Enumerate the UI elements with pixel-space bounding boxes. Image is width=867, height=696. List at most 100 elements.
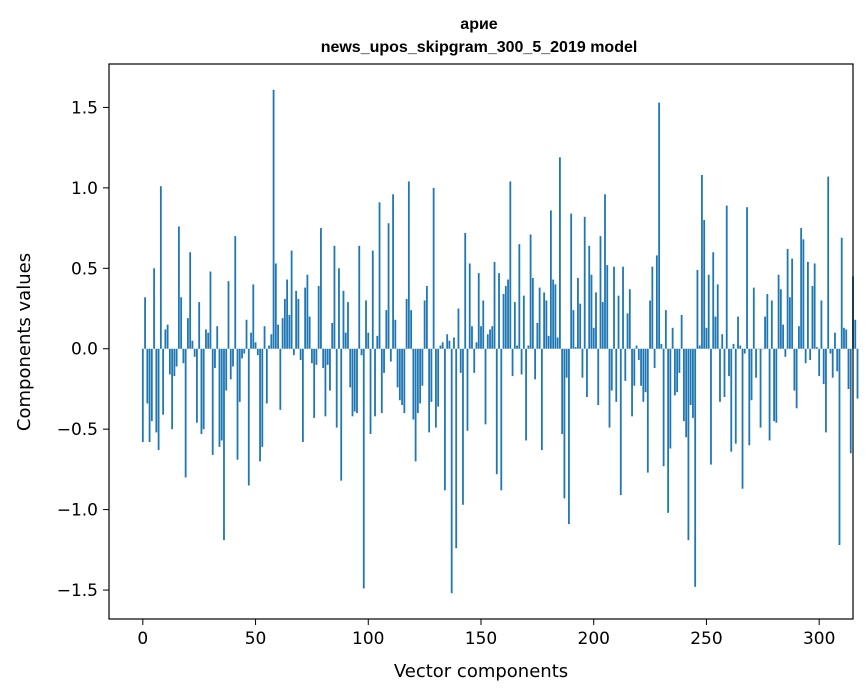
- bar: [168, 348, 171, 375]
- bar: [613, 266, 615, 349]
- bar: [279, 348, 282, 410]
- bar: [153, 268, 155, 349]
- bar: [586, 348, 588, 397]
- bar: [642, 348, 645, 402]
- bar: [640, 348, 642, 386]
- bar: [624, 348, 627, 381]
- bar: [430, 348, 433, 402]
- bar: [453, 337, 455, 349]
- y-tick-label: −1.5: [57, 581, 98, 601]
- bar: [247, 348, 250, 486]
- bar: [335, 348, 338, 428]
- bar: [489, 329, 491, 349]
- bar: [441, 342, 444, 349]
- bar: [840, 237, 843, 349]
- bar: [568, 348, 570, 525]
- bar: [536, 323, 539, 349]
- bar: [344, 332, 347, 349]
- bar: [155, 348, 158, 433]
- bar: [177, 226, 180, 349]
- bar: [164, 329, 167, 349]
- bar: [802, 239, 805, 349]
- bar: [701, 175, 703, 349]
- bar: [829, 348, 832, 354]
- bar: [637, 348, 640, 360]
- bar: [572, 310, 575, 349]
- bar: [297, 298, 300, 349]
- bar: [223, 348, 225, 541]
- bar: [423, 300, 426, 349]
- bar: [464, 232, 467, 349]
- bar: [592, 327, 595, 349]
- bar: [588, 245, 591, 349]
- bar: [356, 348, 358, 414]
- bar: [809, 348, 812, 360]
- bar: [667, 348, 670, 513]
- bar: [538, 287, 541, 349]
- bar: [281, 318, 284, 349]
- bar: [401, 348, 403, 406]
- bar: [254, 342, 257, 349]
- bar: [531, 277, 534, 349]
- bar: [475, 342, 478, 349]
- bar: [552, 279, 555, 349]
- bar: [734, 348, 737, 444]
- bar: [795, 348, 798, 409]
- x-axis-label: Vector components: [394, 661, 568, 682]
- bar: [694, 348, 697, 587]
- bar: [601, 302, 604, 349]
- bar: [324, 348, 327, 417]
- bar: [243, 348, 246, 354]
- bar: [676, 348, 679, 393]
- bar: [292, 348, 295, 356]
- bar: [236, 348, 239, 460]
- y-tick-label: 1.0: [71, 179, 98, 199]
- bar: [617, 295, 620, 349]
- bar: [788, 297, 791, 349]
- bar: [358, 245, 361, 349]
- bar: [376, 335, 379, 349]
- bar: [184, 348, 187, 478]
- x-tick-label: 150: [465, 629, 497, 649]
- bar: [635, 345, 638, 349]
- bar: [232, 348, 234, 367]
- bar: [189, 252, 192, 349]
- bar: [849, 348, 852, 454]
- x-axis: 0 50 100 150 200 250 300: [137, 619, 835, 649]
- bar: [150, 348, 153, 422]
- bar: [261, 348, 264, 447]
- bar: [211, 348, 214, 455]
- bar: [486, 334, 489, 349]
- bar: [716, 284, 719, 349]
- bar: [811, 286, 814, 349]
- bar: [534, 348, 537, 380]
- bar: [412, 348, 415, 420]
- bar: [457, 308, 460, 349]
- bar: [466, 348, 469, 431]
- bar: [689, 348, 692, 406]
- bar: [268, 345, 270, 349]
- chart-title: арие: [460, 16, 498, 33]
- bar: [786, 249, 789, 349]
- bar: [493, 261, 496, 349]
- bar: [403, 348, 406, 414]
- bar: [834, 332, 836, 349]
- bar: [360, 348, 363, 356]
- bar: [703, 220, 706, 349]
- bar: [234, 236, 237, 349]
- bar: [333, 245, 336, 349]
- bar: [649, 300, 651, 349]
- bar: [759, 348, 762, 428]
- bar: [509, 181, 512, 349]
- bar: [419, 348, 422, 404]
- bar: [159, 186, 162, 349]
- bar: [484, 348, 487, 425]
- y-tick-label: 1.5: [71, 98, 98, 118]
- bar: [525, 348, 527, 441]
- bar: [520, 348, 523, 375]
- bar: [290, 250, 293, 349]
- bar: [723, 348, 726, 397]
- bar: [604, 194, 606, 349]
- bar: [683, 348, 685, 422]
- bar: [561, 348, 564, 434]
